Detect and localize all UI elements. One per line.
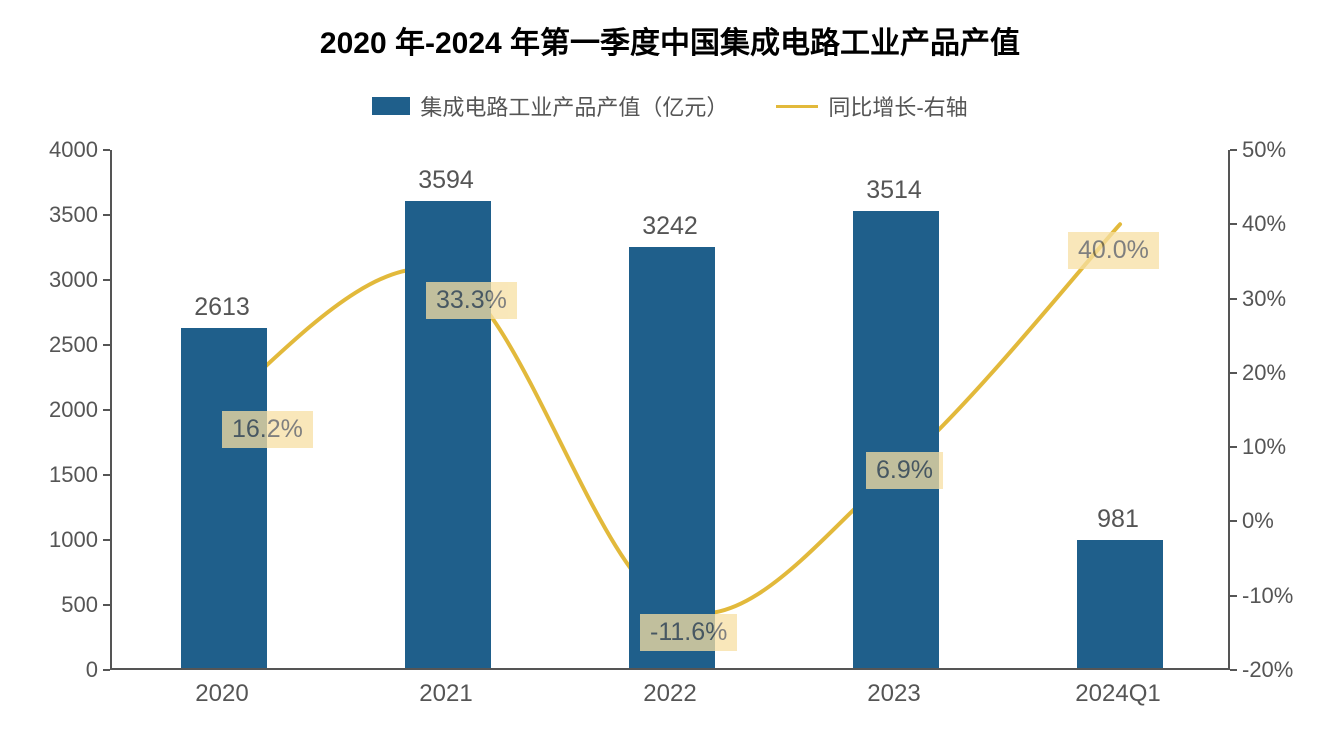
y-right-tick-label: 50% <box>1242 137 1286 163</box>
growth-pct-label: -11.6% <box>640 614 737 651</box>
y-left-tick-mark <box>103 409 110 411</box>
y-left-tick-mark <box>103 344 110 346</box>
x-axis-category-label: 2021 <box>334 680 558 708</box>
legend-swatch-line <box>776 105 818 108</box>
y-right-tick-label: 10% <box>1242 434 1286 460</box>
y-right-tick-label: -20% <box>1242 657 1293 683</box>
y-right-tick-mark <box>1230 669 1237 671</box>
y-right-tick-label: 0% <box>1242 508 1274 534</box>
y-left-tick-label: 3500 <box>49 202 98 228</box>
growth-pct-label: 33.3% <box>426 282 517 319</box>
bar-value-label: 981 <box>1006 505 1230 534</box>
y-left-tick-label: 1000 <box>49 527 98 553</box>
y-left-tick-mark <box>103 279 110 281</box>
legend: 集成电路工业产品产值（亿元） 同比增长-右轴 <box>0 90 1340 122</box>
bar <box>853 211 938 668</box>
x-axis-category-label: 2022 <box>558 680 782 708</box>
y-right-tick-label: 40% <box>1242 211 1286 237</box>
x-axis-category-label: 2023 <box>782 680 1006 708</box>
bar <box>405 201 490 668</box>
bar-value-label: 2613 <box>110 293 334 322</box>
chart-title: 2020 年-2024 年第一季度中国集成电路工业产品产值 <box>0 18 1340 62</box>
bar <box>181 328 266 668</box>
chart-container: 2020 年-2024 年第一季度中国集成电路工业产品产值 集成电路工业产品产值… <box>0 0 1340 740</box>
legend-swatch-bar <box>372 97 410 115</box>
y-left-tick-label: 0 <box>86 657 98 683</box>
legend-item-line: 同比增长-右轴 <box>776 90 967 122</box>
y-left-tick-mark <box>103 474 110 476</box>
y-left-tick-label: 3000 <box>49 267 98 293</box>
y-right-tick-mark <box>1230 520 1237 522</box>
bar <box>1077 540 1162 668</box>
y-left-tick-mark <box>103 669 110 671</box>
y-left-tick-mark <box>103 214 110 216</box>
legend-label-line: 同比增长-右轴 <box>828 90 967 122</box>
growth-pct-label: 40.0% <box>1068 232 1159 269</box>
growth-pct-label: 6.9% <box>866 452 943 489</box>
y-right-tick-mark <box>1230 298 1237 300</box>
y-left-tick-mark <box>103 539 110 541</box>
y-left-tick-label: 4000 <box>49 137 98 163</box>
y-right-tick-label: 30% <box>1242 286 1286 312</box>
y-right-tick-label: 20% <box>1242 360 1286 386</box>
y-right-tick-mark <box>1230 446 1237 448</box>
y-left-tick-mark <box>103 149 110 151</box>
y-left-tick-label: 1500 <box>49 462 98 488</box>
bar <box>629 247 714 668</box>
y-right-tick-label: -10% <box>1242 583 1293 609</box>
y-left-tick-label: 500 <box>61 592 98 618</box>
y-left-tick-mark <box>103 604 110 606</box>
legend-item-bar: 集成电路工业产品产值（亿元） <box>372 90 728 122</box>
y-right-tick-mark <box>1230 595 1237 597</box>
bar-value-label: 3594 <box>334 166 558 195</box>
x-axis-category-label: 2024Q1 <box>1006 680 1230 708</box>
bar-value-label: 3514 <box>782 176 1006 205</box>
y-right-tick-mark <box>1230 372 1237 374</box>
y-right-tick-mark <box>1230 223 1237 225</box>
legend-label-bar: 集成电路工业产品产值（亿元） <box>420 90 728 122</box>
y-right-tick-mark <box>1230 149 1237 151</box>
y-left-tick-label: 2500 <box>49 332 98 358</box>
y-left-tick-label: 2000 <box>49 397 98 423</box>
x-axis-category-label: 2020 <box>110 680 334 708</box>
growth-pct-label: 16.2% <box>222 411 313 448</box>
bar-value-label: 3242 <box>558 212 782 241</box>
